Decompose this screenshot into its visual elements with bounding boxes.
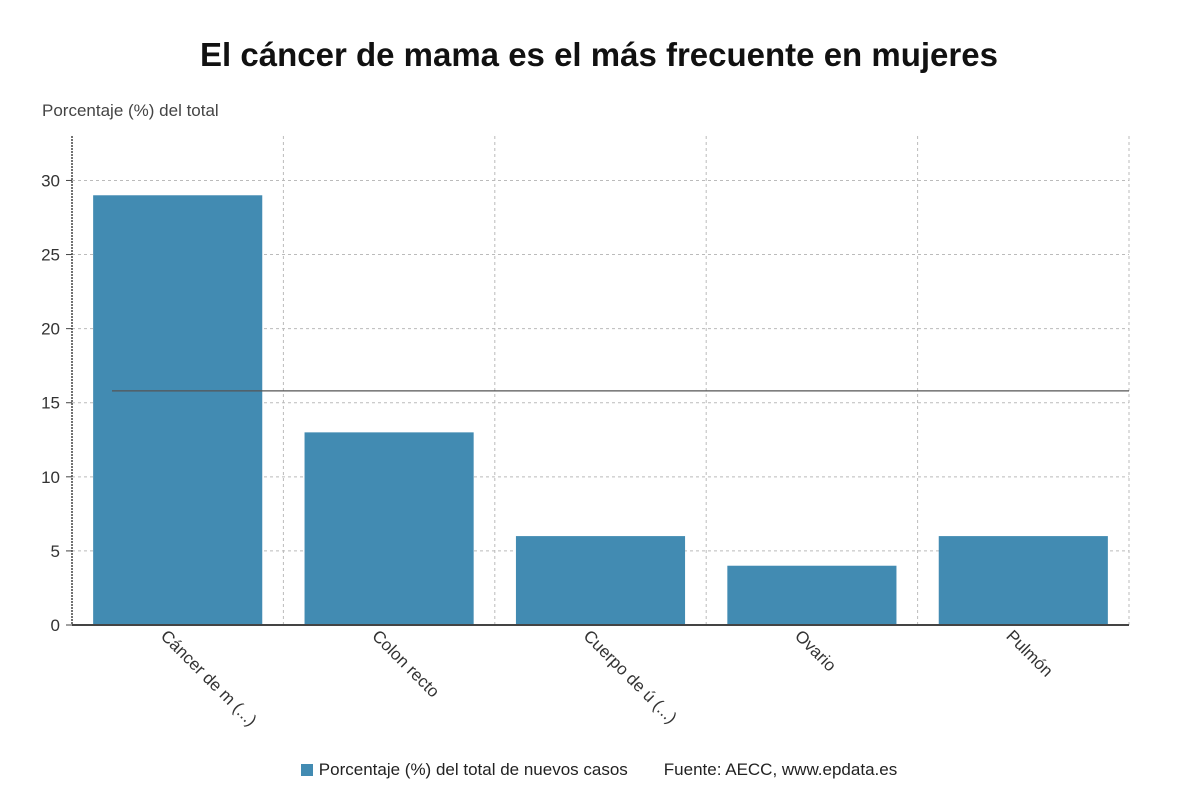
chart-title: El cáncer de mama es el más frecuente en… xyxy=(200,36,998,73)
y-axis-label: Porcentaje (%) del total xyxy=(42,101,219,120)
legend: Porcentaje (%) del total de nuevos casos… xyxy=(0,760,1198,780)
y-tick-label: 25 xyxy=(41,246,60,265)
x-tick-label: Ovario xyxy=(791,626,840,675)
y-tick-label: 30 xyxy=(41,171,60,190)
bar xyxy=(727,565,897,625)
legend-series-label: Porcentaje (%) del total de nuevos casos xyxy=(318,760,628,779)
legend-swatch xyxy=(300,764,313,776)
x-tick-label: Cáncer de m (...) xyxy=(157,626,261,730)
y-tick-label: 10 xyxy=(41,468,60,487)
bar xyxy=(515,536,686,625)
y-tick-label: 0 xyxy=(51,616,60,635)
y-tick-label: 5 xyxy=(51,542,60,561)
x-tick-label: Cuerpo de ú (...) xyxy=(580,626,681,727)
source-note: Fuente: AECC, www.epdata.es xyxy=(663,760,898,779)
bar xyxy=(93,195,263,626)
y-tick-label: 20 xyxy=(41,320,60,339)
x-tick-label: Colon recto xyxy=(368,626,443,701)
x-tick-label: Pulmón xyxy=(1002,626,1056,680)
bar xyxy=(938,536,1108,625)
y-tick-label: 15 xyxy=(41,394,60,413)
bar xyxy=(304,432,474,625)
